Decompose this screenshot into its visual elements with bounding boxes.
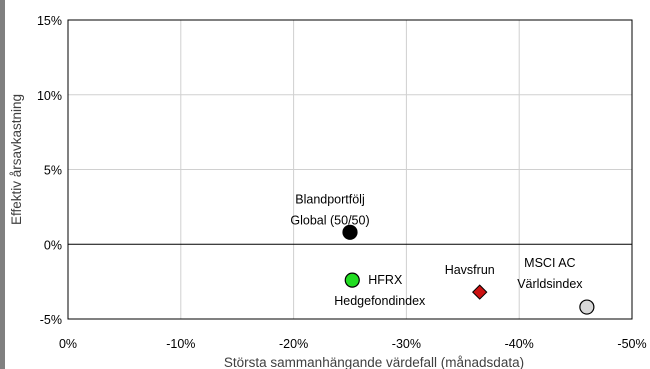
grid [68,20,632,319]
y-tick-label: 10% [37,89,62,103]
y-tick-label: 0% [44,238,62,252]
point-label: Hedgefondindex [334,294,426,308]
point-diamond [472,284,488,300]
point-circle [344,272,360,288]
point-label: Blandportfölj [295,192,365,206]
point-labels: Blandportfölj Global (50/50) HFRX Hedgefond… [290,192,583,308]
x-tick-label: 0% [59,337,77,351]
x-tick-label: -40% [505,337,534,351]
y-tick-label: -5% [40,313,62,327]
x-axis-title: Största sammanhängande värdefall (månads… [224,355,524,369]
plot-area-frame [67,19,633,320]
point-label: HFRX [368,273,403,287]
x-tick-label: -30% [392,337,421,351]
point-circle [342,224,358,240]
point-label: Havsfrun [445,263,495,277]
x-tick-label: -20% [279,337,308,351]
y-tick-label: 15% [37,14,62,28]
y-tick-label: 5% [44,164,62,178]
y-axis-title: Effektiv årsavkastning [9,94,24,225]
x-tick-label: -10% [166,337,195,351]
point-label: Global (50/50) [290,213,369,227]
x-tick-label: -50% [617,337,646,351]
tick-labels: 0% -10% -20% -30% -40% -50% -5% 0% 5% 10% 15% [37,14,647,351]
point-label: Världsindex [517,277,583,291]
window-edge [0,0,5,369]
data-points [342,224,595,315]
point-circle [579,299,595,315]
point-label: MSCI AC [524,256,575,270]
